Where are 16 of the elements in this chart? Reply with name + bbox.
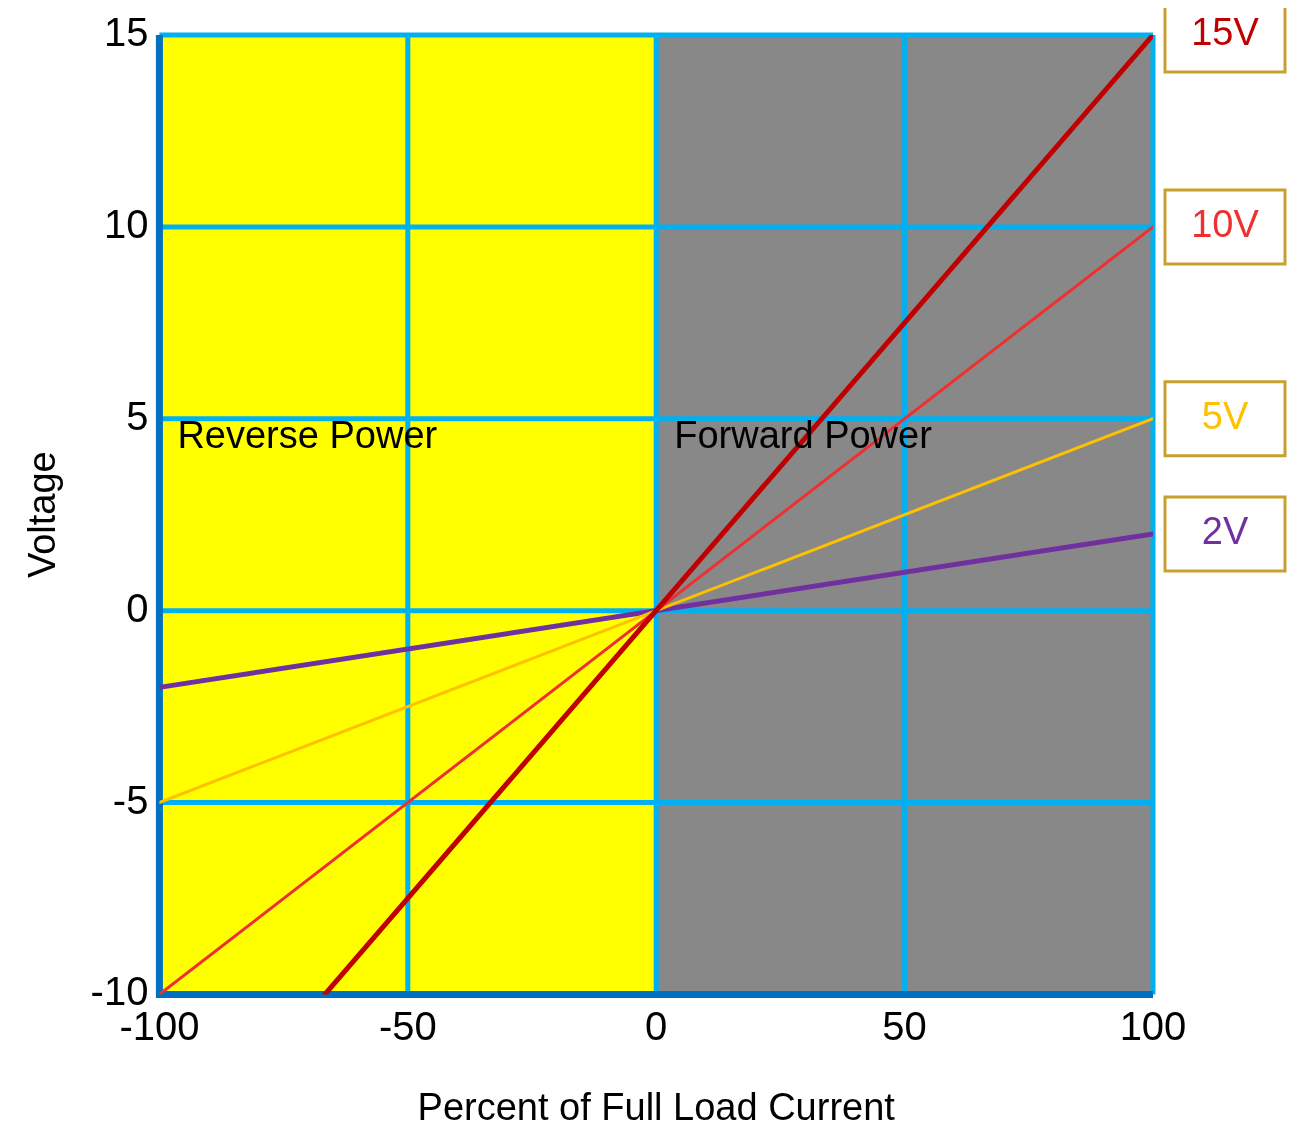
x-tick-label: 50 bbox=[882, 1004, 927, 1049]
x-tick-label: -100 bbox=[119, 1004, 200, 1049]
y-tick-label: 5 bbox=[126, 393, 149, 438]
series-label: 5V bbox=[1201, 395, 1249, 438]
y-axis-title: Voltage bbox=[21, 451, 64, 579]
x-tick-label: 100 bbox=[1119, 1004, 1187, 1049]
y-tick-label: 0 bbox=[126, 585, 149, 630]
series-label: 2V bbox=[1201, 510, 1249, 553]
y-tick-label: 15 bbox=[103, 10, 149, 55]
x-tick-label: 0 bbox=[645, 1004, 668, 1049]
series-label: 10V bbox=[1191, 203, 1260, 246]
y-tick-label: 10 bbox=[103, 201, 149, 246]
series-label: 15V bbox=[1191, 11, 1260, 54]
x-tick-label: -50 bbox=[378, 1004, 437, 1049]
x-axis-title: Percent of Full Load Current bbox=[417, 1085, 896, 1128]
y-tick-label: -5 bbox=[112, 777, 149, 822]
